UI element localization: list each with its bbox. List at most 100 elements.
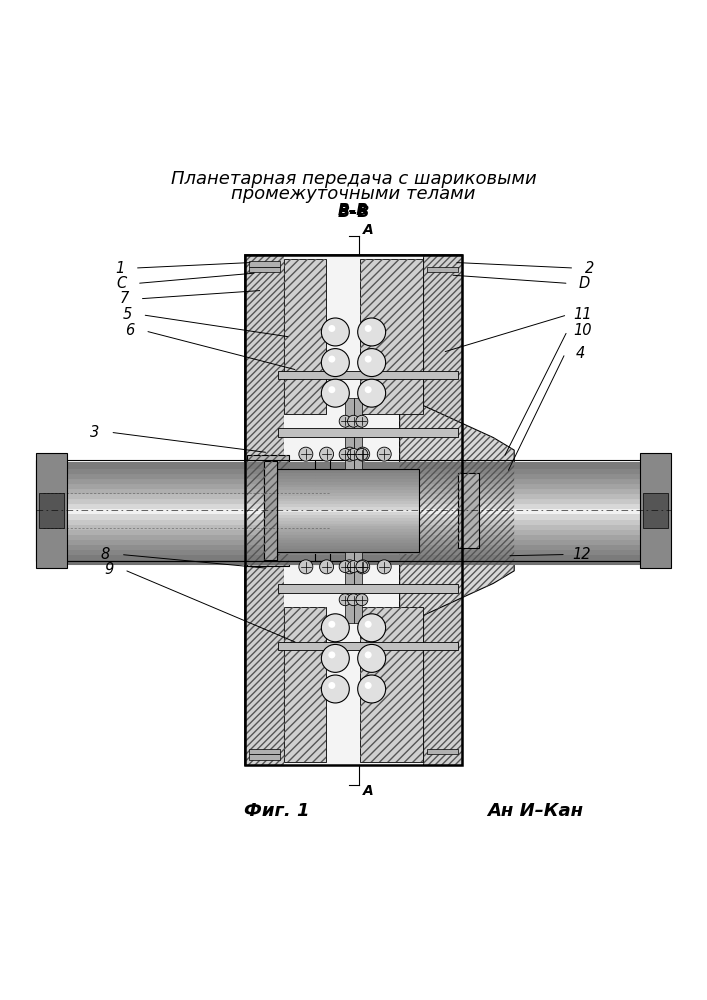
Bar xyxy=(264,461,276,560)
Circle shape xyxy=(356,560,370,574)
Circle shape xyxy=(348,415,359,427)
Bar xyxy=(361,607,423,762)
Circle shape xyxy=(358,349,385,377)
Circle shape xyxy=(299,447,312,461)
Bar xyxy=(284,607,325,762)
Text: В–В: В–В xyxy=(338,203,369,218)
Bar xyxy=(278,642,458,650)
Circle shape xyxy=(339,561,351,573)
Bar xyxy=(643,493,668,528)
Bar xyxy=(284,259,325,414)
Circle shape xyxy=(320,560,334,574)
Text: промежуточными телами: промежуточными телами xyxy=(231,185,476,203)
Text: 1: 1 xyxy=(115,261,124,276)
Text: A: A xyxy=(363,784,374,798)
Text: 6: 6 xyxy=(125,323,134,338)
Circle shape xyxy=(339,594,351,606)
Circle shape xyxy=(356,448,368,460)
Bar xyxy=(354,398,362,469)
Bar xyxy=(245,255,284,765)
Circle shape xyxy=(358,644,385,672)
Circle shape xyxy=(322,379,349,407)
Bar xyxy=(458,473,479,548)
Circle shape xyxy=(348,594,359,606)
Circle shape xyxy=(328,325,335,332)
Text: Фиг. 1: Фиг. 1 xyxy=(244,802,310,820)
Circle shape xyxy=(328,356,335,363)
Bar xyxy=(35,460,330,561)
Bar xyxy=(423,255,462,765)
Bar xyxy=(264,461,276,560)
Circle shape xyxy=(378,560,391,574)
Circle shape xyxy=(365,682,372,689)
Bar xyxy=(278,371,458,379)
Circle shape xyxy=(365,325,372,332)
Circle shape xyxy=(322,349,349,377)
Circle shape xyxy=(322,614,349,642)
Circle shape xyxy=(320,447,334,461)
Text: D: D xyxy=(578,276,590,291)
Bar xyxy=(640,453,672,568)
Circle shape xyxy=(356,447,370,461)
Text: 4: 4 xyxy=(576,346,585,361)
Bar xyxy=(458,473,479,548)
Bar xyxy=(361,607,423,762)
Bar xyxy=(345,398,354,469)
Bar xyxy=(247,455,289,566)
Circle shape xyxy=(358,675,385,703)
Circle shape xyxy=(322,318,349,346)
Text: 12: 12 xyxy=(572,547,590,562)
Bar xyxy=(361,259,423,414)
Bar xyxy=(278,584,458,593)
Bar xyxy=(315,460,643,561)
Circle shape xyxy=(358,318,385,346)
Circle shape xyxy=(378,447,391,461)
Polygon shape xyxy=(399,395,514,626)
Circle shape xyxy=(358,614,385,642)
Circle shape xyxy=(358,379,385,407)
Circle shape xyxy=(365,386,372,393)
Circle shape xyxy=(356,561,368,573)
Circle shape xyxy=(328,386,335,393)
Circle shape xyxy=(328,621,335,628)
Text: 2: 2 xyxy=(585,261,595,276)
Bar xyxy=(245,255,462,765)
Circle shape xyxy=(365,356,372,363)
Bar xyxy=(249,754,280,760)
Bar xyxy=(361,259,423,414)
Circle shape xyxy=(356,415,368,427)
Bar xyxy=(284,607,325,762)
Circle shape xyxy=(339,415,351,427)
Bar xyxy=(247,455,289,566)
Text: 8: 8 xyxy=(101,547,110,562)
Text: В–В: В–В xyxy=(337,205,370,220)
Bar xyxy=(276,469,419,552)
Bar xyxy=(423,255,462,765)
Text: 7: 7 xyxy=(119,291,129,306)
Text: A: A xyxy=(363,223,374,237)
Bar xyxy=(245,255,284,765)
Bar xyxy=(427,749,458,754)
Circle shape xyxy=(328,651,335,658)
Circle shape xyxy=(322,644,349,672)
Bar xyxy=(35,453,67,568)
Text: 3: 3 xyxy=(90,425,100,440)
Bar xyxy=(249,267,280,272)
Circle shape xyxy=(343,447,356,461)
Text: C: C xyxy=(117,276,127,291)
Bar xyxy=(284,259,325,414)
Circle shape xyxy=(299,560,312,574)
Circle shape xyxy=(356,594,368,606)
Circle shape xyxy=(343,560,356,574)
Bar xyxy=(278,428,458,437)
Circle shape xyxy=(365,621,372,628)
Text: Ан И–Кан: Ан И–Кан xyxy=(487,802,583,820)
Circle shape xyxy=(322,675,349,703)
Circle shape xyxy=(339,448,351,460)
Circle shape xyxy=(328,682,335,689)
Text: 5: 5 xyxy=(122,307,132,322)
Circle shape xyxy=(365,651,372,658)
Bar xyxy=(354,552,362,623)
Text: 10: 10 xyxy=(573,323,592,338)
Text: Планетарная передача с шариковыми: Планетарная передача с шариковыми xyxy=(170,170,537,188)
